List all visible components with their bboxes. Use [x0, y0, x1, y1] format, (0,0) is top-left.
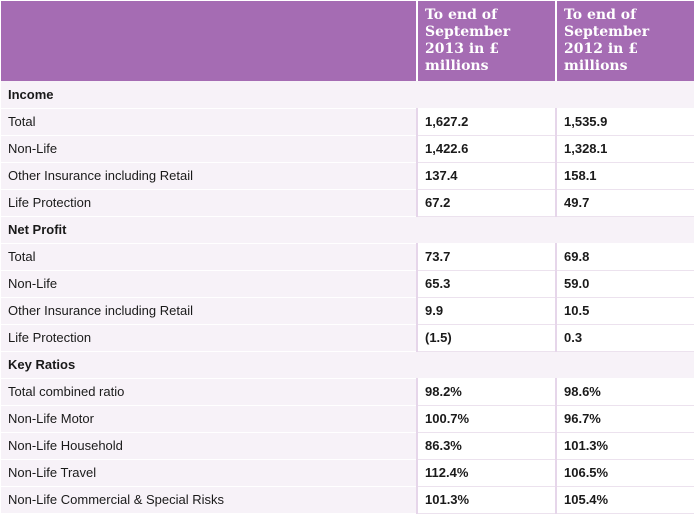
row-label: Other Insurance including Retail — [1, 297, 417, 325]
value-2013: 67.2 — [416, 189, 556, 217]
value-2013: 73.7 — [416, 243, 556, 271]
table-row: Other Insurance including Retail 9.9 10.5 — [1, 297, 694, 325]
section-blank-cell — [417, 351, 556, 379]
table-row: Non-Life 65.3 59.0 — [1, 270, 694, 298]
header-2013-column: To end of September 2013 in £ millions — [417, 1, 557, 81]
value-2012: 158.1 — [555, 162, 694, 190]
row-label: Non-Life — [1, 270, 417, 298]
value-2012: 106.5% — [555, 459, 694, 487]
value-2012: 105.4% — [555, 486, 694, 514]
table-row: Life Protection (1.5) 0.3 — [1, 324, 694, 352]
table-row: Total 1,627.2 1,535.9 — [1, 108, 694, 136]
value-2013: 101.3% — [416, 486, 556, 514]
section-title: Key Ratios — [1, 351, 417, 379]
section-blank-cell — [556, 81, 694, 109]
table-row: Non-Life Household 86.3% 101.3% — [1, 432, 694, 460]
value-2012: 98.6% — [555, 378, 694, 406]
row-label: Non-Life Travel — [1, 459, 417, 487]
row-label: Non-Life Household — [1, 432, 417, 460]
value-2013: (1.5) — [416, 324, 556, 352]
value-2012: 69.8 — [555, 243, 694, 271]
value-2013: 1,422.6 — [416, 135, 556, 163]
value-2013: 112.4% — [416, 459, 556, 487]
value-2013: 1,627.2 — [416, 108, 556, 136]
value-2013: 98.2% — [416, 378, 556, 406]
section-title: Income — [1, 81, 417, 109]
value-2013: 137.4 — [416, 162, 556, 190]
value-2012: 0.3 — [555, 324, 694, 352]
section-blank-cell — [556, 216, 694, 244]
header-2012-column: To end of September 2012 in £ millions — [556, 1, 694, 81]
table-row: Other Insurance including Retail 137.4 158… — [1, 162, 694, 190]
value-2012: 59.0 — [555, 270, 694, 298]
section-row: Income — [1, 81, 694, 109]
table-row: Total 73.7 69.8 — [1, 243, 694, 271]
value-2013: 65.3 — [416, 270, 556, 298]
row-label: Total — [1, 243, 417, 271]
row-label: Total — [1, 108, 417, 136]
value-2013: 86.3% — [416, 432, 556, 460]
row-label: Life Protection — [1, 189, 417, 217]
header-blank-cell — [1, 1, 418, 81]
value-2013: 9.9 — [416, 297, 556, 325]
row-label: Non-Life Commercial & Special Risks — [1, 486, 417, 514]
section-blank-cell — [417, 216, 556, 244]
section-title: Net Profit — [1, 216, 417, 244]
table-row: Non-Life Motor 100.7% 96.7% — [1, 405, 694, 433]
row-label: Non-Life Motor — [1, 405, 417, 433]
row-label: Life Protection — [1, 324, 417, 352]
section-blank-cell — [556, 351, 694, 379]
value-2013: 100.7% — [416, 405, 556, 433]
value-2012: 10.5 — [555, 297, 694, 325]
value-2012: 101.3% — [555, 432, 694, 460]
header-row: To end of September 2013 in £ millions T… — [1, 1, 694, 81]
value-2012: 49.7 — [555, 189, 694, 217]
row-label: Non-Life — [1, 135, 417, 163]
row-label: Total combined ratio — [1, 378, 417, 406]
row-label: Other Insurance including Retail — [1, 162, 417, 190]
value-2012: 96.7% — [555, 405, 694, 433]
table-row: Non-Life 1,422.6 1,328.1 — [1, 135, 694, 163]
table-header: To end of September 2013 in £ millions T… — [1, 1, 694, 81]
value-2012: 1,328.1 — [555, 135, 694, 163]
section-row: Key Ratios — [1, 351, 694, 379]
table-body: Income Total 1,627.2 1,535.9 Non-Life 1,422.6… — [1, 81, 694, 514]
table-row: Non-Life Commercial & Special Risks 101.3… — [1, 486, 694, 514]
table-row: Non-Life Travel 112.4% 106.5% — [1, 459, 694, 487]
table-row: Total combined ratio 98.2% 98.6% — [1, 378, 694, 406]
table-row: Life Protection 67.2 49.7 — [1, 189, 694, 217]
value-2012: 1,535.9 — [555, 108, 694, 136]
section-row: Net Profit — [1, 216, 694, 244]
section-blank-cell — [417, 81, 556, 109]
